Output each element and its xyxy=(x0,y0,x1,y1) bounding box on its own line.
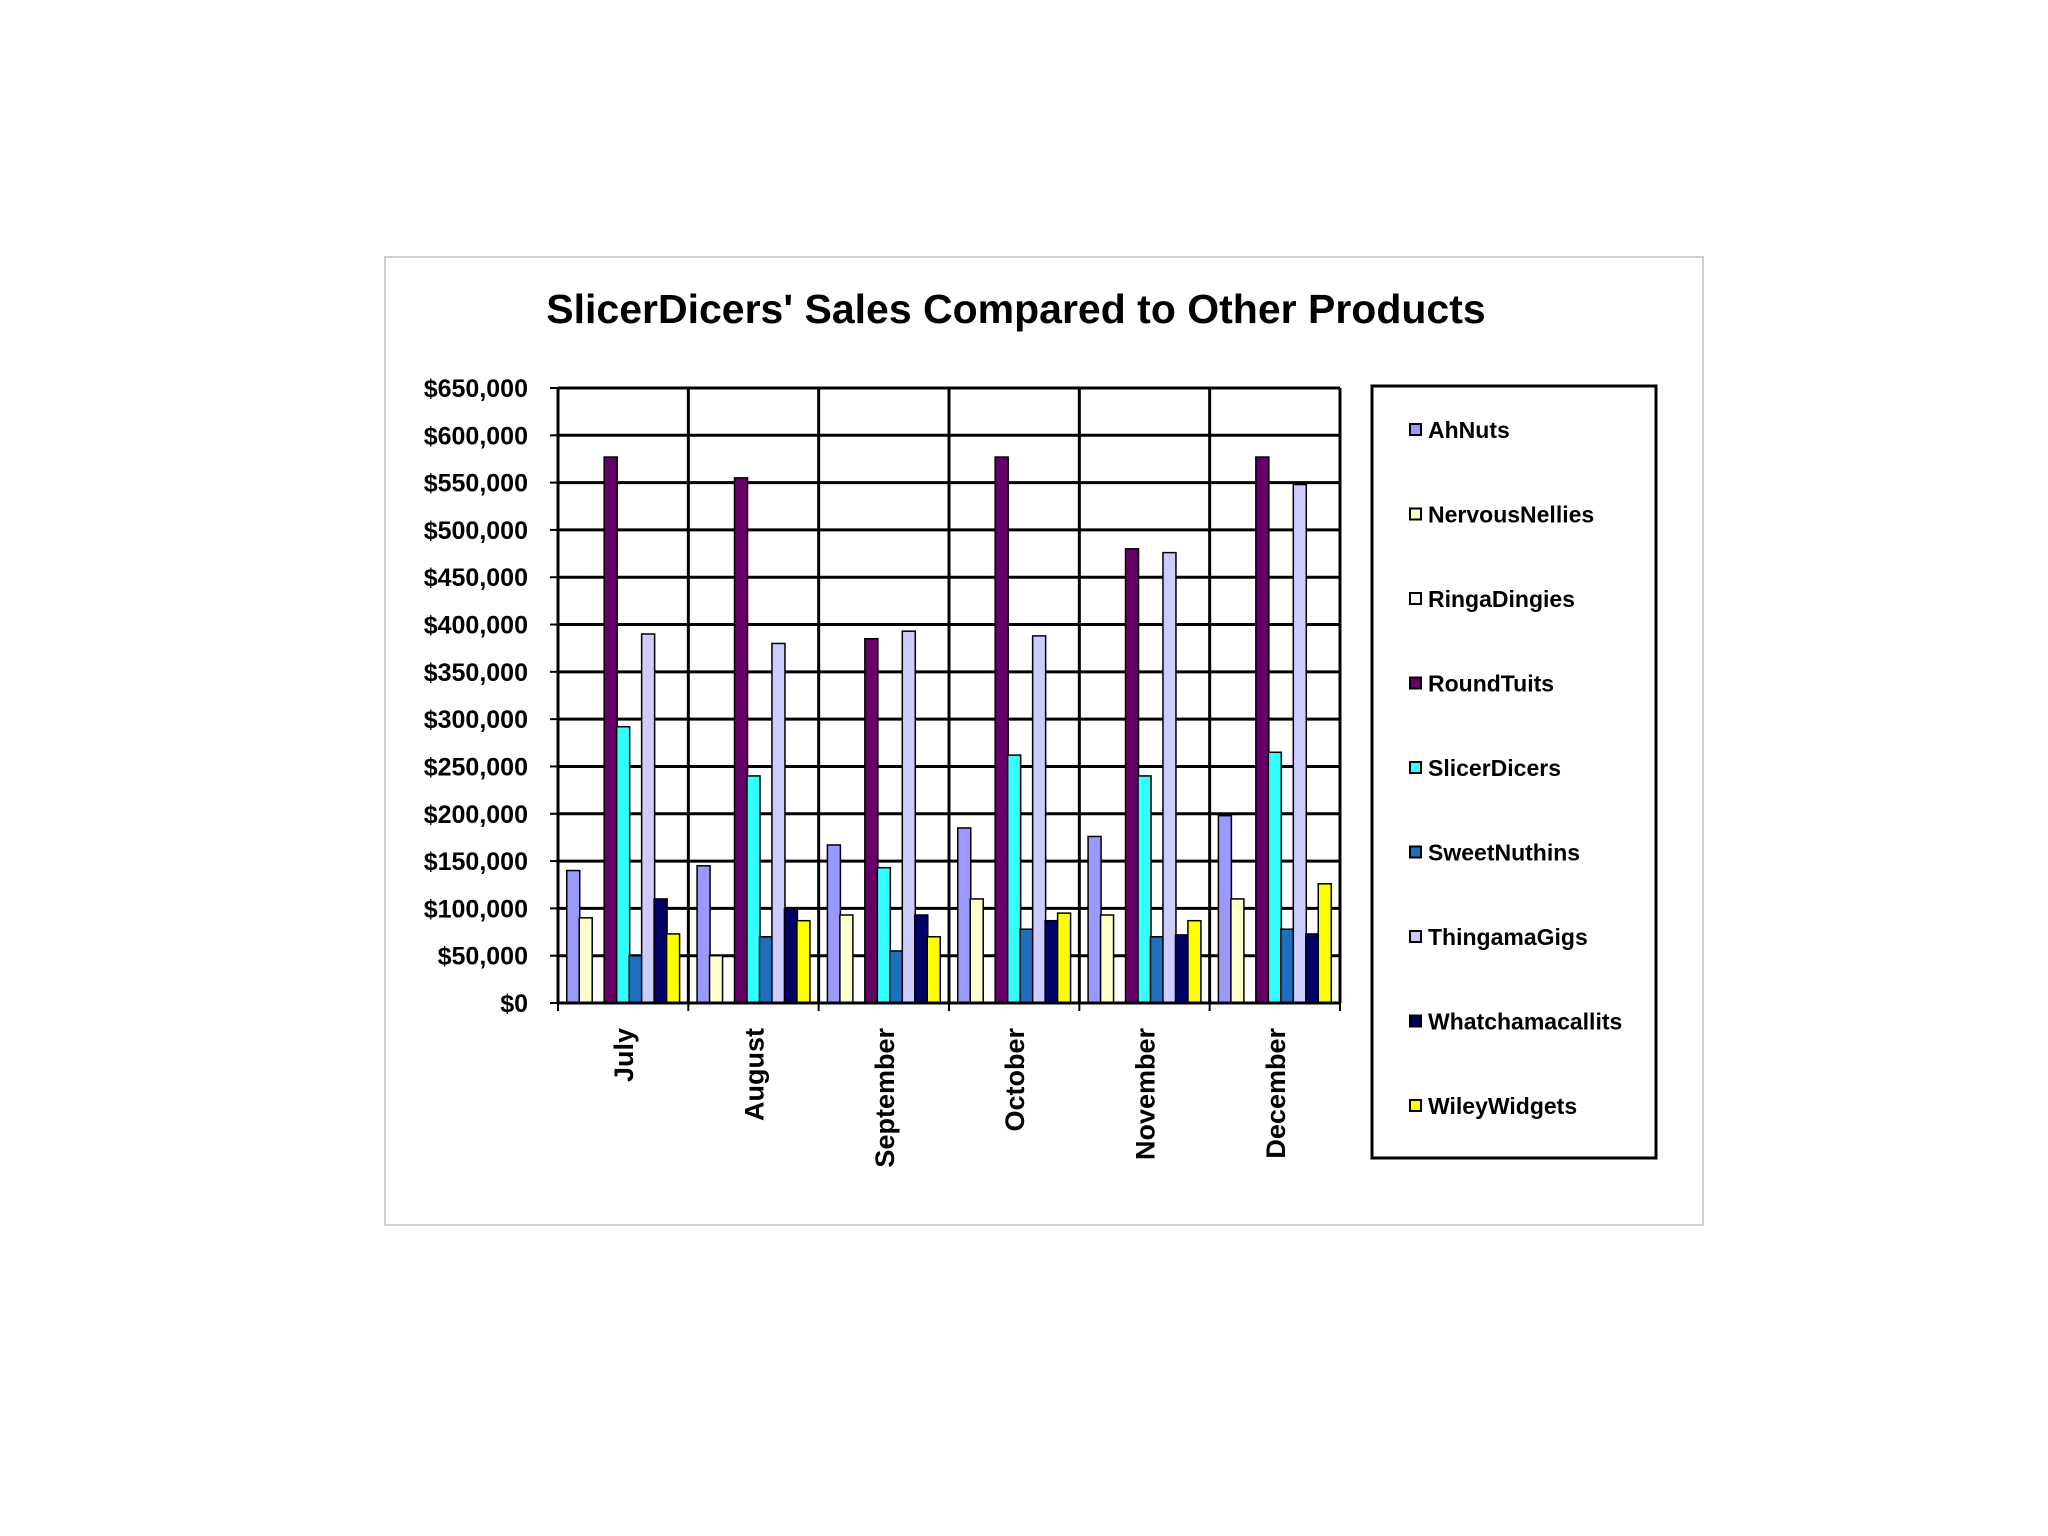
y-tick-label: $200,000 xyxy=(424,801,528,829)
bar-slicerdicers-august xyxy=(746,775,761,1004)
bar-thingamagigs-october xyxy=(1031,635,1047,1004)
y-tick-label: $450,000 xyxy=(424,564,528,592)
bar-whatchamacallits-december xyxy=(1305,933,1320,1004)
legend-label-roundtuits: RoundTuits xyxy=(1428,671,1554,697)
bar-whatchamacallits-november xyxy=(1174,934,1190,1004)
bar-thingamagigs-november xyxy=(1162,551,1177,1004)
bar-ahnuts-august xyxy=(696,865,711,1004)
legend-label-sweetnuthins: SweetNuthins xyxy=(1428,840,1580,866)
bar-thingamagigs-september xyxy=(901,630,917,1004)
chart-title: SlicerDicers' Sales Compared to Other Pr… xyxy=(546,286,1485,332)
bar-nervousnellies-august xyxy=(708,954,724,1004)
legend-label-nervousnellies: NervousNellies xyxy=(1428,502,1594,528)
y-tick-label: $50,000 xyxy=(438,943,528,971)
bar-ahnuts-november xyxy=(1087,835,1102,1004)
bar-thingamagigs-august xyxy=(771,642,786,1004)
y-tick-label: $0 xyxy=(500,990,528,1018)
legend: AhNuts NervousNellies RingaDingies RoundTui… xyxy=(1370,384,1658,1160)
bar-sweetnuthins-november xyxy=(1149,936,1165,1004)
y-tick-label: $650,000 xyxy=(424,375,528,403)
bar-slicerdicers-december xyxy=(1267,751,1283,1004)
legend-swatch-thingamagigs xyxy=(1409,930,1422,943)
bar-slicerdicers-november xyxy=(1137,775,1152,1004)
x-tick-label-august: August xyxy=(740,1028,770,1121)
legend-swatch-ahnuts xyxy=(1409,423,1422,436)
bar-sweetnuthins-september xyxy=(889,950,904,1004)
bar-roundtuits-july xyxy=(603,456,618,1004)
bar-roundtuits-september xyxy=(864,637,879,1004)
legend-label-slicerdicers: SlicerDicers xyxy=(1428,755,1561,781)
bar-slicerdicers-october xyxy=(1006,754,1022,1004)
bar-roundtuits-august xyxy=(733,477,749,1004)
bar-whatchamacallits-august xyxy=(783,907,799,1004)
bar-sweetnuthins-december xyxy=(1280,928,1295,1004)
bar-wileywidgets-december xyxy=(1317,883,1333,1004)
bar-ahnuts-september xyxy=(826,844,842,1004)
bar-nervousnellies-october xyxy=(969,898,984,1004)
bar-nervousnellies-december xyxy=(1230,898,1245,1004)
legend-swatch-slicerdicers xyxy=(1409,761,1422,774)
legend-label-ringadingies: RingaDingies xyxy=(1428,586,1575,612)
y-tick-label: $350,000 xyxy=(424,659,528,687)
legend-label-thingamagigs: ThingamaGigs xyxy=(1428,924,1588,950)
y-tick-label: $100,000 xyxy=(424,895,528,923)
bar-wileywidgets-october xyxy=(1056,912,1072,1004)
x-axis-tick-labels: July August September October November Decemb… xyxy=(609,1028,1291,1168)
x-tick-label-september: September xyxy=(870,1028,900,1168)
legend-swatch-nervousnellies xyxy=(1409,507,1422,521)
bar-sweetnuthins-august xyxy=(758,936,774,1004)
legend-label-wileywidgets: WileyWidgets xyxy=(1428,1093,1577,1119)
bar-nervousnellies-july xyxy=(578,917,593,1004)
bar-whatchamacallits-july xyxy=(653,898,668,1004)
bar-slicerdicers-september xyxy=(876,866,892,1004)
bar-sweetnuthins-october xyxy=(1019,928,1034,1004)
y-tick-label: $400,000 xyxy=(424,612,528,640)
bar-nervousnellies-november xyxy=(1099,914,1115,1004)
bar-roundtuits-december xyxy=(1255,456,1270,1004)
y-tick-label: $500,000 xyxy=(424,517,528,545)
y-tick-label: $250,000 xyxy=(424,753,528,781)
legend-swatch-whatchamacallits xyxy=(1409,1014,1422,1028)
bar-thingamagigs-july xyxy=(640,633,656,1004)
bar-ahnuts-october xyxy=(956,827,972,1004)
legend-swatch-sweetnuthins xyxy=(1409,845,1422,859)
x-tick-label-july: July xyxy=(609,1028,639,1082)
legend-swatch-wileywidgets xyxy=(1409,1099,1422,1112)
bar-slicerdicers-july xyxy=(615,725,631,1004)
bar-sweetnuthins-july xyxy=(628,954,643,1004)
legend-swatch-roundtuits xyxy=(1409,676,1422,690)
y-tick-label: $150,000 xyxy=(424,848,528,876)
x-tick-label-november: November xyxy=(1131,1028,1161,1161)
y-tick-label: $550,000 xyxy=(424,470,528,498)
y-tick-label: $600,000 xyxy=(424,422,528,450)
sales-bar-chart: SlicerDicers' Sales Compared to Other Pr… xyxy=(424,286,1658,1168)
y-axis-tick-labels: $0 $50,000 $100,000 $150,000 $200,000 $250,00… xyxy=(424,375,528,1018)
bar-wileywidgets-november xyxy=(1187,919,1202,1004)
bar-ahnuts-july xyxy=(565,869,581,1004)
bar-nervousnellies-september xyxy=(839,914,854,1004)
bar-thingamagigs-december xyxy=(1292,483,1308,1004)
axes xyxy=(556,386,1342,1005)
bar-wileywidgets-august xyxy=(796,919,811,1004)
bar-ahnuts-december xyxy=(1217,814,1233,1004)
bar-roundtuits-october xyxy=(994,456,1009,1004)
legend-swatch-ringadingies xyxy=(1409,592,1422,605)
x-tick-label-october: October xyxy=(1000,1028,1030,1132)
bar-whatchamacallits-october xyxy=(1044,919,1059,1004)
bar-wileywidgets-july xyxy=(665,933,681,1004)
y-tick-label: $300,000 xyxy=(424,706,528,734)
legend-label-whatchamacallits: Whatchamacallits xyxy=(1428,1009,1622,1035)
x-tick-label-december: December xyxy=(1261,1028,1291,1159)
bar-wileywidgets-september xyxy=(926,936,942,1004)
legend-label-ahnuts: AhNuts xyxy=(1428,417,1510,443)
bar-roundtuits-november xyxy=(1124,548,1140,1004)
chart-frame: SlicerDicers' Sales Compared to Other Pr… xyxy=(384,256,1704,1226)
bar-whatchamacallits-september xyxy=(914,914,929,1004)
